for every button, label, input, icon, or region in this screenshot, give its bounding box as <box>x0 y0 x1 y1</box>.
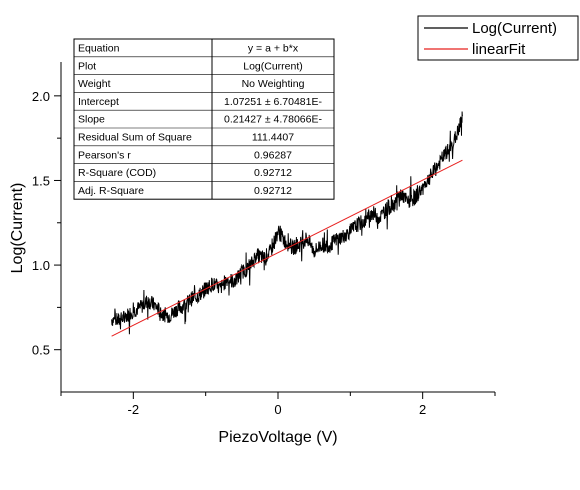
x-tick-label: 2 <box>419 402 426 417</box>
stats-row-value: 0.92712 <box>254 185 292 197</box>
series-line-log-current <box>111 111 463 335</box>
series-layer <box>111 111 463 337</box>
stats-row-label: Residual Sum of Square <box>78 132 192 144</box>
y-tick-label: 1.0 <box>32 258 50 273</box>
x-axis-label: PiezoVoltage (V) <box>218 429 337 446</box>
stats-row-value: 0.92712 <box>254 167 292 179</box>
stats-row-label: Weight <box>78 78 111 90</box>
stats-row-label: Equation <box>78 43 120 55</box>
y-tick-label: 0.5 <box>32 343 50 358</box>
legend: Log(Current) linearFit <box>417 15 579 61</box>
x-tick-label: -2 <box>128 402 140 417</box>
stats-row-value: 0.96287 <box>254 149 292 161</box>
stats-row-value: y = a + b*x <box>248 43 299 55</box>
stats-row-label: R-Square (COD) <box>78 167 156 179</box>
stats-row-label: Slope <box>78 114 105 126</box>
stats-row-value: 0.21427 ± 4.78066E- <box>224 114 323 126</box>
legend-box <box>417 15 579 61</box>
y-tick-label: 1.5 <box>32 173 50 188</box>
stats-row-label: Pearson's r <box>78 149 131 161</box>
ticks: -2 0 2 0.5 1.0 1.5 2.0 <box>32 89 496 417</box>
legend-label-linear-fit: linearFit <box>472 41 526 58</box>
stats-row-label: Plot <box>78 60 96 72</box>
stats-row-label: Adj. R-Square <box>78 185 144 197</box>
y-tick-label: 2.0 <box>32 89 50 104</box>
series-line-linear-fit <box>111 159 463 337</box>
stats-row-value: No Weighting <box>242 78 305 90</box>
stats-row-value: 1.07251 ± 6.70481E- <box>224 96 323 108</box>
stats-table: Equation y = a + b*x Plot Log(Current) Weigh… <box>73 38 335 200</box>
stats-row-value: Log(Current) <box>243 60 303 72</box>
stats-table-frame <box>73 38 335 200</box>
x-tick-label: 0 <box>274 402 281 417</box>
stats-row-value: 111.4407 <box>252 132 294 144</box>
y-axis-label: Log(Current) <box>9 183 26 274</box>
stats-row-label: Intercept <box>78 96 119 108</box>
legend-label-log-current: Log(Current) <box>472 20 557 37</box>
